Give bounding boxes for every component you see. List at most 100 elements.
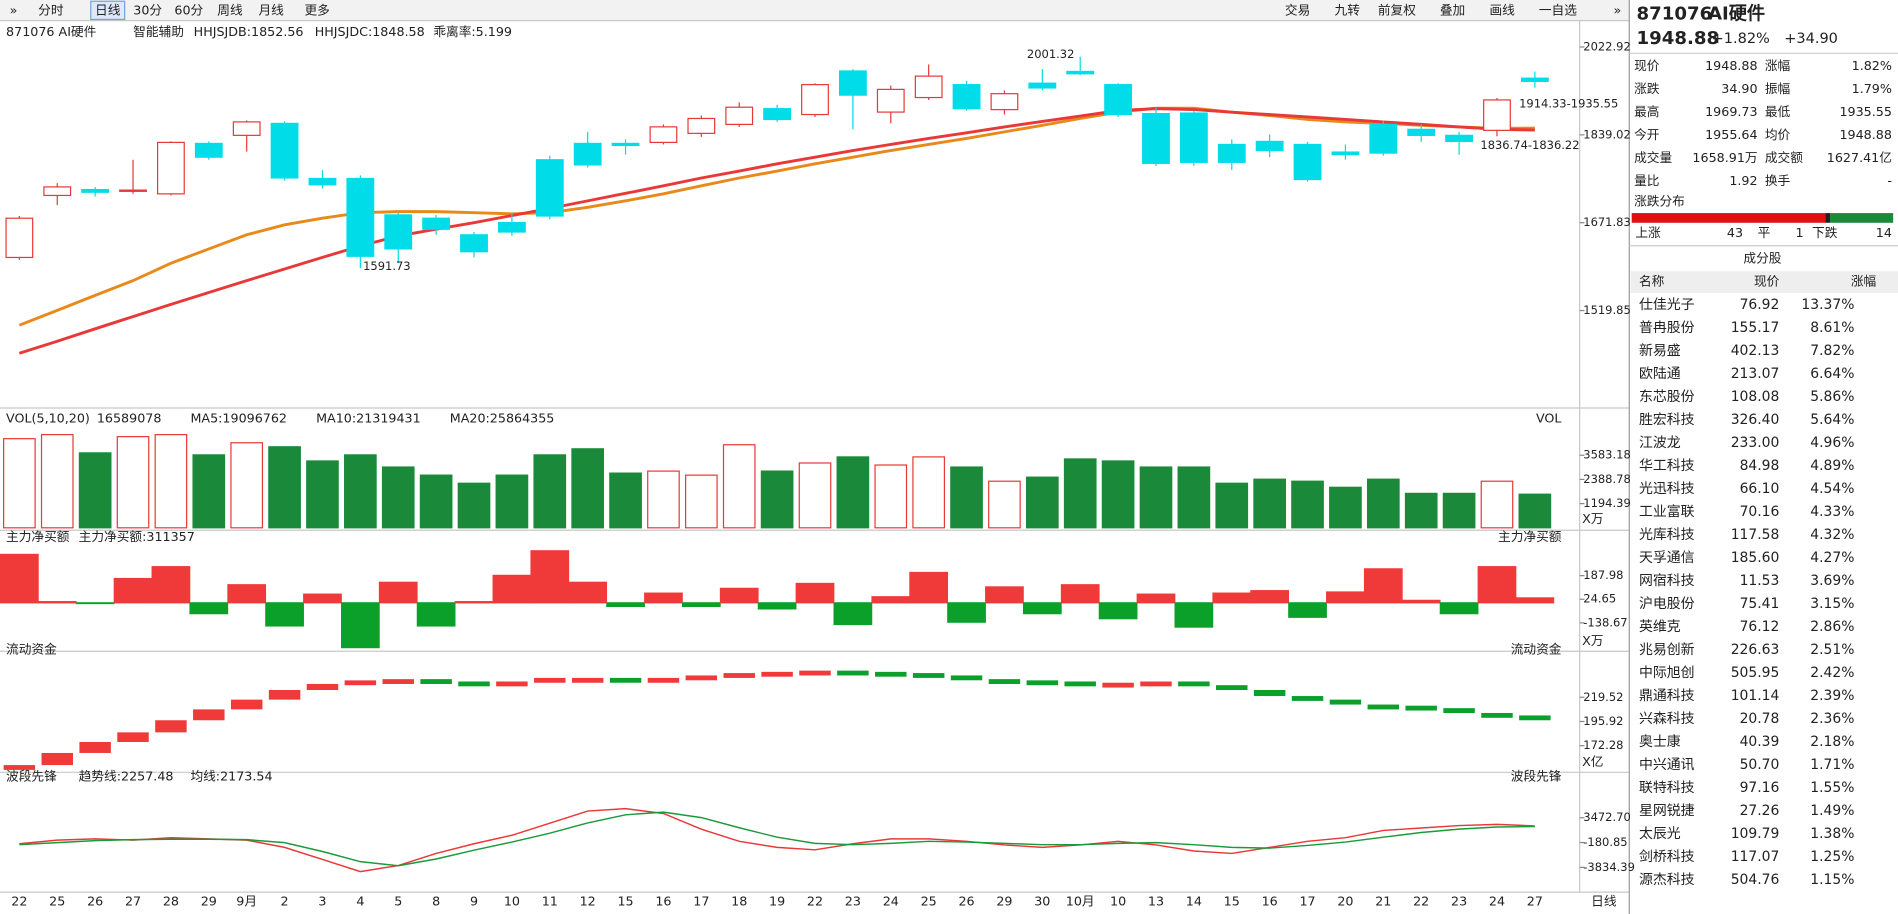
bar (344, 454, 377, 529)
bar (492, 574, 532, 604)
x-tick-label: 12 (580, 893, 596, 908)
toolbar-tab[interactable]: 周线 (217, 2, 243, 17)
change-cell: 2.42% (1810, 665, 1854, 681)
panel-title: VOL(5,10,20) (6, 410, 90, 425)
toolbar-tab[interactable]: 日线 (95, 2, 121, 17)
bar (1443, 708, 1475, 713)
bar (230, 442, 264, 529)
stock-name-cell[interactable]: 鼎通科技 (1639, 688, 1695, 704)
series-line (19, 807, 1535, 873)
candle-body (1104, 84, 1133, 116)
stock-name-cell[interactable]: 胜宏科技 (1639, 412, 1695, 428)
price-cell: 108.08 (1731, 389, 1780, 405)
y-tick-label: 2388.78 (1583, 472, 1631, 486)
stock-name-cell[interactable]: 源杰科技 (1639, 872, 1695, 888)
stock-name-cell[interactable]: 欧陆通 (1639, 366, 1681, 382)
bar (1022, 602, 1062, 615)
change-cell: 5.64% (1810, 412, 1854, 428)
stock-name-cell[interactable]: 太辰光 (1639, 826, 1681, 842)
series-line (18, 107, 1535, 355)
quote-label: 涨跌 (1634, 81, 1660, 96)
change-cell: 4.89% (1810, 458, 1854, 474)
collapse-icon[interactable]: » (10, 2, 18, 17)
stock-name-cell[interactable]: 沪电股份 (1639, 596, 1695, 612)
stock-name-cell[interactable]: 仕佳光子 (1639, 297, 1695, 313)
toolbar-button[interactable]: 九转 (1335, 2, 1361, 17)
x-tick-label: 30 (1034, 893, 1050, 908)
y-tick-label: 219.52 (1583, 690, 1623, 704)
x-tick-label: 27 (125, 893, 141, 908)
stock-name-cell[interactable]: 剑桥科技 (1639, 849, 1695, 865)
bar (1064, 681, 1096, 687)
stock-name-cell[interactable]: 普冉股份 (1639, 320, 1695, 336)
bar (798, 462, 832, 529)
stock-name-cell[interactable]: 光迅科技 (1639, 481, 1695, 497)
panel-title: 流动资金 (6, 642, 57, 657)
bar (1519, 715, 1551, 721)
bar (381, 466, 415, 529)
stock-name-cell[interactable]: 网宿科技 (1639, 572, 1695, 589)
candle-body (1293, 143, 1322, 181)
bar (1326, 591, 1365, 604)
candle-body (5, 217, 34, 259)
stock-name-cell[interactable]: 华工科技 (1639, 458, 1695, 474)
bar (458, 681, 490, 687)
change-cell: 4.33% (1810, 504, 1854, 520)
bar (1174, 602, 1214, 628)
stock-name-cell[interactable]: 英维克 (1639, 618, 1681, 635)
toolbar-tab[interactable]: 月线 (258, 2, 284, 17)
candle-body (1028, 82, 1057, 89)
bar (420, 679, 452, 684)
y-tick-label: 3583.18 (1583, 448, 1631, 462)
bar (1250, 590, 1290, 604)
stock-name-cell[interactable]: 新易盛 (1639, 343, 1681, 359)
toolbar-tab[interactable]: 30分 (133, 2, 162, 17)
candle-body (156, 141, 185, 195)
bar (155, 720, 187, 733)
period-label: 日线 (1591, 893, 1617, 908)
price-cell: 75.41 (1740, 596, 1780, 612)
toolbar-button[interactable]: 画线 (1489, 2, 1515, 17)
stock-name-cell[interactable]: 工业富联 (1639, 503, 1695, 520)
candle-body (914, 75, 943, 99)
bar (1401, 599, 1441, 604)
stock-name-cell[interactable]: 东芯股份 (1639, 389, 1695, 405)
x-tick-label: 23 (845, 893, 861, 908)
change-cell: 2.18% (1810, 734, 1854, 750)
bar (757, 602, 797, 610)
quote-value: 1935.55 (1839, 104, 1891, 119)
change-cell: 4.27% (1810, 550, 1854, 566)
toolbar-tab[interactable]: 更多 (304, 2, 329, 17)
toolbar-tab[interactable]: 60分 (174, 2, 203, 17)
x-tick-label: 10 (1110, 893, 1126, 908)
bar (644, 592, 683, 604)
toolbar-button[interactable]: 叠加 (1440, 2, 1465, 17)
stock-name-cell[interactable]: 星网锐捷 (1639, 803, 1695, 819)
bar (79, 741, 111, 753)
stock-name-cell[interactable]: 兴森科技 (1639, 711, 1695, 727)
stock-name-cell[interactable]: 联特科技 (1639, 780, 1695, 796)
stock-name-cell[interactable]: 中兴通讯 (1639, 757, 1695, 773)
x-tick-label: 22 (11, 893, 27, 908)
candle-body (460, 234, 488, 253)
bar (227, 584, 267, 604)
toolbar-button[interactable]: 前复权 (1378, 2, 1416, 17)
bar (1518, 493, 1552, 529)
stock-name-cell[interactable]: 江波龙 (1639, 435, 1681, 451)
stock-name-cell[interactable]: 兆易创新 (1639, 642, 1695, 658)
stock-name-cell[interactable]: 光库科技 (1639, 527, 1695, 543)
price-cell: 27.26 (1740, 803, 1780, 819)
change-cell: 3.15% (1810, 596, 1854, 612)
bar (1178, 681, 1210, 687)
bar (534, 677, 566, 683)
stock-name-cell[interactable]: 天孚通信 (1639, 550, 1695, 566)
stock-name-cell[interactable]: 中际旭创 (1639, 665, 1695, 681)
bar (1515, 597, 1555, 604)
bar (1025, 476, 1059, 529)
x-tick-label: 2 (281, 893, 289, 908)
stock-name-cell[interactable]: 奥士康 (1639, 733, 1681, 750)
toolbar-button[interactable]: 交易 (1285, 2, 1310, 17)
expand-icon[interactable]: » (1614, 2, 1622, 17)
toolbar-tab[interactable]: 分时 (38, 2, 64, 17)
toolbar-button[interactable]: 一自选 (1539, 2, 1577, 17)
